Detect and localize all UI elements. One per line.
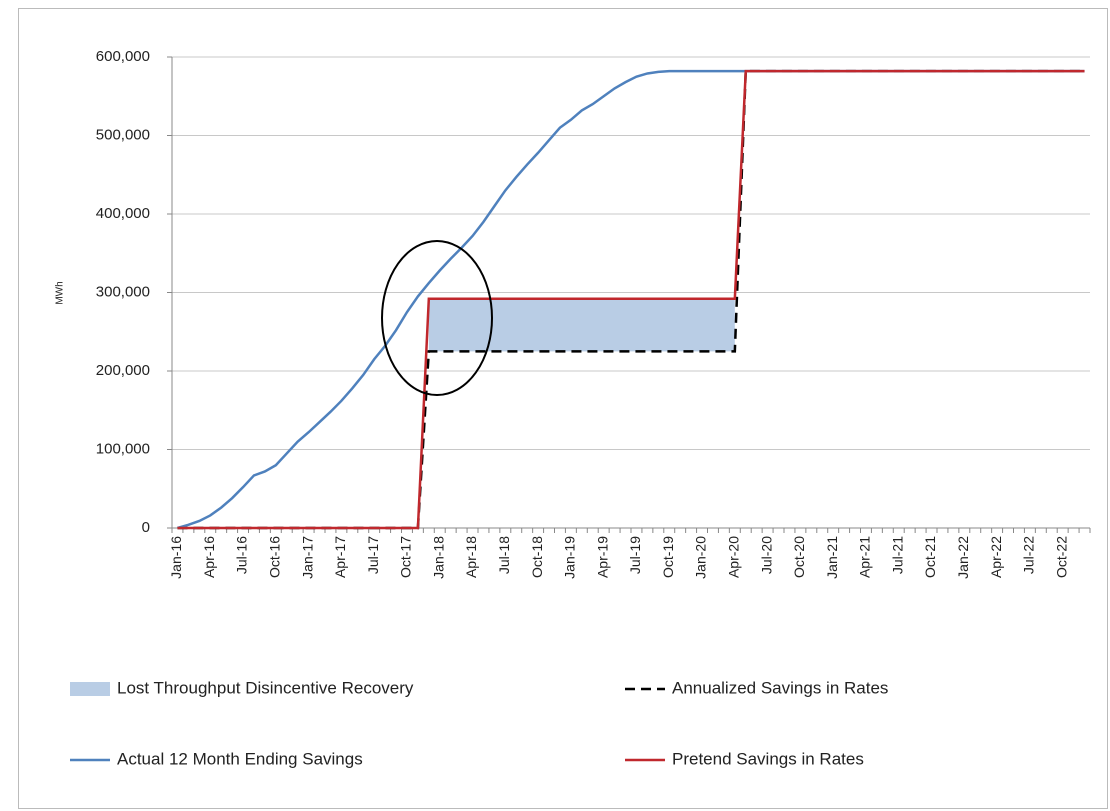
- x-tick-label: Jul-21: [889, 536, 905, 574]
- area: [428, 298, 735, 352]
- x-tick-label: Jan-22: [955, 536, 971, 579]
- x-tick-label: Jul-19: [627, 536, 643, 574]
- annotation-circle: [381, 240, 493, 396]
- y-tick-label: 500,000: [96, 126, 150, 143]
- y-tick-label: 300,000: [96, 283, 150, 300]
- legend-swatch: [70, 682, 110, 696]
- line: [177, 69, 1085, 530]
- x-tick-label: Oct-21: [922, 536, 938, 578]
- x-tick-label: Apr-22: [988, 536, 1004, 578]
- legend-label: Actual 12 Month Ending Savings: [117, 749, 363, 768]
- x-tick-label: Apr-16: [201, 536, 217, 578]
- x-tick-label: Apr-21: [857, 536, 873, 578]
- x-tick-label: Apr-19: [594, 536, 610, 578]
- x-tick-label: Oct-18: [529, 536, 545, 578]
- legend-label: Annualized Savings in Rates: [672, 678, 888, 697]
- y-tick-label: 200,000: [96, 362, 150, 379]
- y-tick-label: 100,000: [96, 440, 150, 457]
- x-tick-label: Jan-17: [299, 536, 315, 579]
- x-tick-label: Jan-16: [168, 536, 184, 579]
- x-tick-label: Jan-19: [562, 536, 578, 579]
- chart-border: [18, 8, 1108, 809]
- x-tick-label: Jan-20: [693, 536, 709, 579]
- y-tick-label: 600,000: [96, 48, 150, 65]
- x-tick-label: Oct-16: [267, 536, 283, 578]
- x-tick-label: Jul-16: [234, 536, 250, 574]
- x-tick-label: Oct-17: [398, 536, 414, 578]
- x-tick-label: Oct-20: [791, 536, 807, 578]
- x-tick-label: Jul-22: [1021, 536, 1037, 574]
- y-tick-label: 0: [142, 519, 150, 536]
- x-tick-label: Apr-17: [332, 536, 348, 578]
- x-tick-label: Jul-17: [365, 536, 381, 574]
- y-axis-label: MWh: [55, 281, 66, 304]
- x-tick-label: Jan-21: [824, 536, 840, 579]
- y-tick-label: 400,000: [96, 205, 150, 222]
- x-tick-label: Apr-18: [463, 536, 479, 578]
- x-tick-label: Jul-20: [758, 536, 774, 574]
- x-tick-label: Oct-22: [1053, 536, 1069, 578]
- legend-label: Pretend Savings in Rates: [672, 749, 864, 768]
- x-tick-label: Apr-20: [726, 536, 742, 578]
- legend-label: Lost Throughput Disincentive Recovery: [117, 678, 414, 697]
- x-tick-label: Jul-18: [496, 536, 512, 574]
- x-tick-label: Oct-19: [660, 536, 676, 578]
- x-tick-label: Jan-18: [430, 536, 446, 579]
